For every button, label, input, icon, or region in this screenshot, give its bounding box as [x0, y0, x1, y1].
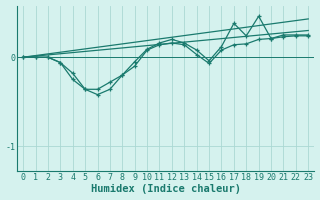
X-axis label: Humidex (Indice chaleur): Humidex (Indice chaleur): [91, 184, 241, 194]
